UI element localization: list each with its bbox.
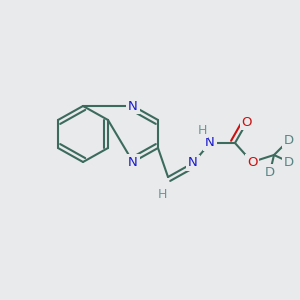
Text: N: N: [128, 100, 138, 112]
Text: D: D: [284, 155, 294, 169]
Text: O: O: [247, 155, 257, 169]
Text: D: D: [284, 134, 294, 146]
Text: D: D: [265, 166, 275, 178]
Text: N: N: [205, 136, 215, 149]
Text: N: N: [128, 155, 138, 169]
Text: H: H: [197, 124, 207, 136]
Text: O: O: [242, 116, 252, 128]
Text: H: H: [157, 188, 167, 202]
Text: N: N: [188, 157, 198, 169]
